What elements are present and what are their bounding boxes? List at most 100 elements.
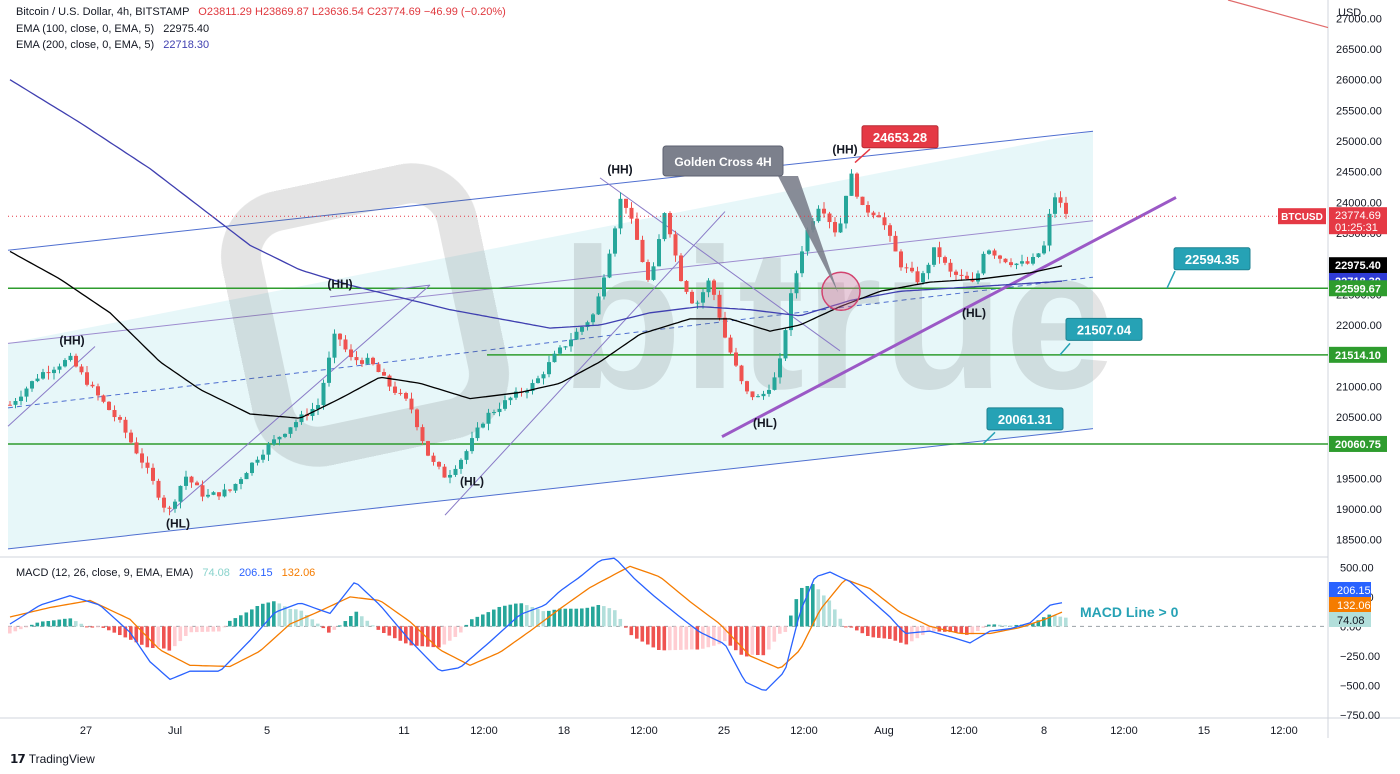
macd-histogram-bar (668, 626, 672, 651)
macd-histogram-bar (8, 626, 12, 634)
macd-histogram-bar (453, 626, 458, 637)
macd-histogram-bar (497, 606, 502, 627)
macd-histogram-bar (52, 620, 56, 627)
macd-histogram-bar (596, 605, 601, 627)
macd-histogram-bar (629, 626, 634, 636)
candle-body (79, 366, 84, 373)
candle-body (206, 494, 210, 497)
price-tick-label: 19000.00 (1336, 504, 1382, 516)
macd-histogram-bar (783, 626, 788, 632)
candle-body (827, 213, 832, 223)
candle-body (156, 480, 161, 498)
candle-body (525, 390, 529, 393)
close-value: 23774.69 (374, 6, 421, 18)
candle-body (222, 489, 227, 497)
candle-body (767, 389, 771, 394)
candle-body (404, 393, 408, 399)
macd-histogram-bar (30, 624, 34, 627)
time-tick-label: 12:00 (1110, 725, 1138, 737)
macd-badge-box (1329, 582, 1371, 597)
macd-label: MACD (12, 26, close, 9, EMA, EMA) (16, 567, 194, 579)
candle-body (943, 257, 947, 263)
ema100-legend[interactable]: EMA (100, close, 0, EMA, 5) 22975.40 (16, 23, 209, 35)
candle-body (756, 396, 760, 398)
macd-histogram-bar (74, 621, 78, 627)
level-badge-text: 22594.35 (1185, 252, 1239, 267)
candle-body (371, 357, 375, 365)
macd-legend[interactable]: MACD (12, 26, close, 9, EMA, EMA) 74.08 … (16, 567, 315, 579)
macd-histogram-bar (904, 626, 909, 645)
candle-body (360, 360, 364, 364)
price-tick-label: 25000.00 (1336, 136, 1382, 148)
candle-body (277, 436, 282, 440)
price-tick-label: 25500.00 (1336, 105, 1382, 117)
macd-histogram-bar (184, 626, 188, 636)
macd-histogram-bar (844, 626, 848, 628)
macd-histogram-bar (574, 608, 579, 627)
candle-body (695, 302, 700, 304)
open-label: O (198, 6, 207, 18)
candle-body (343, 339, 348, 350)
macd-histogram-bar (899, 626, 903, 643)
macd-histogram-bar (481, 614, 485, 627)
close-label: C (366, 6, 375, 18)
macd-histogram-bar (178, 626, 183, 642)
macd-histogram-bar (767, 626, 771, 650)
macd-histogram-bar (492, 609, 496, 627)
candle-body (200, 485, 205, 497)
symbol-tag-text: BTCUSD (1281, 212, 1323, 223)
candle-body (96, 386, 100, 396)
candle-body (624, 198, 628, 208)
macd-histogram-bar (470, 619, 474, 627)
candle-body (1058, 197, 1063, 203)
candle-body (706, 280, 711, 293)
macd-histogram-bar (222, 626, 227, 628)
time-tick-label: 12:00 (950, 725, 978, 737)
last-price-text: 23774.69 (1335, 210, 1381, 222)
macd-badge-box (1329, 597, 1371, 612)
candle-body (442, 466, 447, 478)
high-label: H (254, 6, 263, 18)
swing-label: (HH) (607, 163, 632, 177)
time-tick-label: 15 (1198, 725, 1210, 737)
macd-histogram-bar (640, 626, 645, 642)
macd-histogram-bar (217, 626, 221, 632)
trendline-c (444, 211, 726, 516)
macd-histogram-bar (822, 595, 826, 627)
level-badge-box (986, 407, 1064, 431)
candle-body (393, 386, 397, 393)
macd-histogram-bar (233, 618, 238, 627)
candle-body (382, 372, 386, 376)
candle-body (250, 462, 254, 474)
candle-body (723, 317, 727, 338)
channel-dashed-line (7, 276, 1094, 409)
price-badge-box (1329, 435, 1387, 452)
candle-body (635, 218, 639, 240)
macd-histogram-bar (1003, 625, 1008, 627)
trendline-a (169, 284, 431, 513)
candle-body (129, 432, 133, 443)
macd-histogram-bar (756, 626, 760, 656)
ema200-legend[interactable]: EMA (200, close, 0, EMA, 5) 22718.30 (16, 39, 209, 51)
trendline-b (7, 346, 96, 427)
macd-histogram-bar (1058, 616, 1063, 627)
macd-histogram-bar (63, 618, 67, 627)
candle-body (228, 489, 232, 491)
macd-histogram-bar (503, 605, 507, 627)
candle-body (13, 401, 18, 405)
macd-histogram-bar (910, 626, 914, 642)
candle-body (508, 397, 513, 401)
candle-body (217, 492, 221, 497)
macd-histogram-bar (745, 626, 749, 657)
macd-histogram-bar (695, 626, 700, 650)
level-badge-text: 20061.31 (998, 412, 1052, 427)
macd-histogram-bar (151, 626, 155, 648)
macd-histogram-bar (882, 626, 887, 639)
macd-histogram-bar (761, 626, 766, 656)
uptrend-line (721, 196, 1177, 438)
macd-histogram-bar (112, 626, 117, 633)
candle-body (387, 375, 392, 387)
price-tick-label: 24000.00 (1336, 197, 1382, 209)
ema100-label: EMA (100, close, 0, EMA, 5) (16, 23, 155, 35)
